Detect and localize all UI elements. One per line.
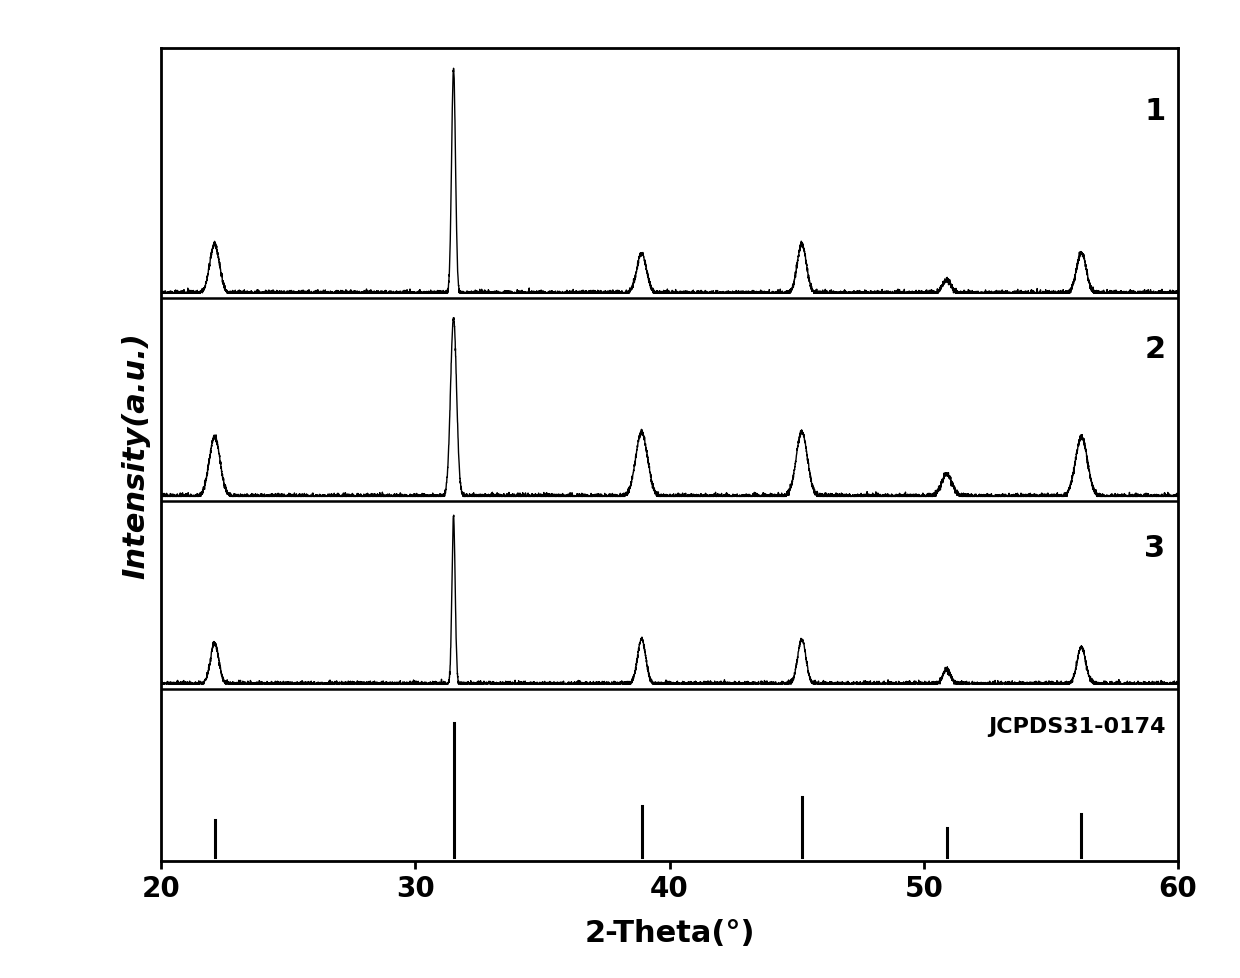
Text: 1: 1 <box>1145 97 1166 126</box>
Text: JCPDS31-0174: JCPDS31-0174 <box>988 717 1166 736</box>
Text: 2: 2 <box>1145 334 1166 364</box>
X-axis label: 2-Theta(°): 2-Theta(°) <box>584 918 755 948</box>
Y-axis label: Intensity(a.u.): Intensity(a.u.) <box>122 332 150 578</box>
Text: 3: 3 <box>1145 534 1166 563</box>
